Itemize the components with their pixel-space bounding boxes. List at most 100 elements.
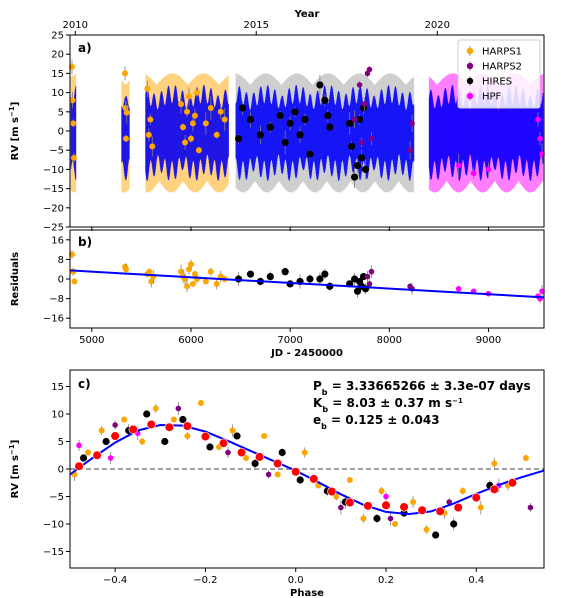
panel-b-harps1-point (207, 268, 214, 275)
panel-b-harps1-point (146, 268, 153, 275)
panel-a-hires-point (296, 131, 304, 139)
panel-a-y-tick-label: 20 (51, 50, 64, 61)
panel-a-year-tick-label: 2020 (425, 20, 450, 31)
panel-c-y-tick-label: 15 (51, 382, 64, 393)
panel-a-harps1-point (123, 109, 130, 116)
panel-a-harps1-point (147, 116, 154, 123)
panel-a-y-tick-label: −5 (49, 146, 64, 157)
panel-c-hires-point (179, 415, 187, 424)
panel-a-harps1-point (180, 124, 187, 131)
panel-b: −16 −8 0 8 16 5000 6000 7000 8000 9000 JD - 245000… (10, 229, 545, 359)
panel-a-y-tick-label: 15 (51, 69, 64, 80)
panel-a-harps1-point (123, 135, 130, 142)
panel-a-harps1-point (195, 147, 202, 154)
panel-c-binned-point (507, 478, 518, 488)
panel-b-hires-point (246, 270, 255, 278)
panel-c-harps1-point (139, 438, 146, 445)
panel-a-harps1-point (69, 97, 76, 104)
panel-a-hires-point (276, 112, 284, 120)
panel-c-hires-point (206, 443, 214, 451)
panel-b-hires-point (281, 268, 289, 276)
panel-a-hires-point (238, 104, 247, 112)
panel-c-x-tick-label: −0.2 (193, 575, 217, 586)
panel-a-label: a) (78, 41, 92, 55)
panel-a-harps2-point (356, 82, 363, 88)
panel-a-hpf-point (485, 166, 492, 173)
panel-c-binned-point (273, 458, 283, 469)
panel-a-harps1-point (189, 120, 196, 127)
panel-a-year-tick-label: 2015 (244, 20, 269, 31)
panel-b-x-tick-label: 9000 (476, 335, 501, 346)
panel-a-harps2-point (409, 120, 415, 127)
panel-a-harps1-point (182, 139, 189, 146)
panel-c-harps1-point (360, 515, 367, 522)
panel-c-harps2-point (338, 504, 344, 511)
panel-b-harps1-point (202, 278, 209, 285)
panel-c-binned-point (345, 497, 355, 508)
panel-a-hires-point (353, 161, 362, 170)
panel-c-x-axis-title: Phase (290, 588, 324, 598)
panel-a-harps1-point (144, 85, 151, 92)
panel-a-harps1-point (193, 89, 200, 96)
panel-a-hires-point (291, 108, 299, 116)
panel-a-hires-point (286, 119, 294, 127)
panel-a-hires-point (256, 131, 264, 139)
panel-c-harps1-point (184, 433, 191, 439)
panel-c-binned-point (128, 424, 138, 435)
panel-a-harps1-point (145, 131, 152, 138)
panel-c-binned-point (417, 505, 427, 515)
panel-a-harps1-point (70, 120, 77, 127)
panel-c-hpf-point (383, 493, 389, 500)
panel-a-harps1-point (191, 112, 198, 119)
panel-b-y-tick-label: 0 (58, 275, 64, 286)
panel-a-hpf-point (455, 162, 462, 169)
panel-c-binned-point (110, 431, 120, 441)
panel-c-y-tick-label: −15 (43, 547, 64, 558)
panel-c: −15 −10 −5 0 5 10 15 −0.4 −0.2 0.0 0.2 0.4 Phase RV [… (8, 369, 545, 598)
panel-c-binned-point (399, 502, 409, 512)
panel-c-binned-point (236, 447, 247, 458)
panel-a-year-axis-title: Year (294, 9, 320, 20)
legend-marker-hpf (466, 92, 474, 100)
panel-c-harps1-point (85, 449, 92, 456)
panel-b-harps1-point (178, 268, 185, 275)
panel-b-hires-point (321, 270, 329, 278)
panel-c-y-tick-label: 10 (51, 410, 64, 421)
panel-a-harps1-point (213, 131, 220, 138)
panel-c-harps1-point (459, 488, 466, 494)
panel-c-hires-point (450, 520, 458, 528)
legend-marker-harps1 (466, 47, 474, 55)
panel-c-binned-point (74, 461, 84, 471)
panel-a-y-tick-label: −15 (43, 184, 64, 195)
panel-a-hpf-point (535, 116, 541, 123)
panel-c-harps2-point (387, 515, 394, 522)
panel-a-hpf-point (539, 151, 545, 157)
panel-a-harps1-point (221, 116, 228, 123)
panel-c-hires-point (143, 410, 151, 418)
panel-a-hires-point (301, 115, 309, 124)
panel-b-harps1-point (213, 280, 220, 287)
panel-c-hpf-point (107, 455, 114, 461)
panel-c-y-tick-label: −5 (49, 492, 64, 503)
panel-b-hires-point (359, 272, 368, 281)
panel-a-y-axis-title: RV [m s−1] (8, 102, 21, 161)
panel-a-hires-point (361, 165, 370, 173)
panel-c-hires-point (278, 448, 286, 457)
panel-c-harps1-point (121, 416, 128, 423)
panel-c-hires-point (102, 437, 110, 446)
panel-c-binned-point (363, 501, 373, 511)
panel-c-harps2-point (175, 405, 182, 412)
panel-a-y-tick-label: 10 (51, 88, 64, 99)
panel-c-binned-point (218, 438, 229, 448)
panel-c-x-tick-label: 0.0 (288, 575, 304, 586)
panel-a-hires-point (234, 135, 243, 143)
panel-c-binned-point (182, 421, 192, 431)
panel-c-annotation: Kb = 8.03 ± 0.37 m s−1 (313, 396, 463, 414)
panel-c-harps1-point (477, 504, 484, 511)
panel-c-harps1-point (410, 499, 417, 505)
panel-c-hires-point (432, 531, 440, 539)
panel-a-hires-point (316, 81, 324, 89)
panel-c-x-tick-label: 0.2 (378, 575, 394, 586)
panel-a-year-tick-label: 2010 (63, 20, 88, 31)
panel-a-hires-point (246, 115, 255, 124)
